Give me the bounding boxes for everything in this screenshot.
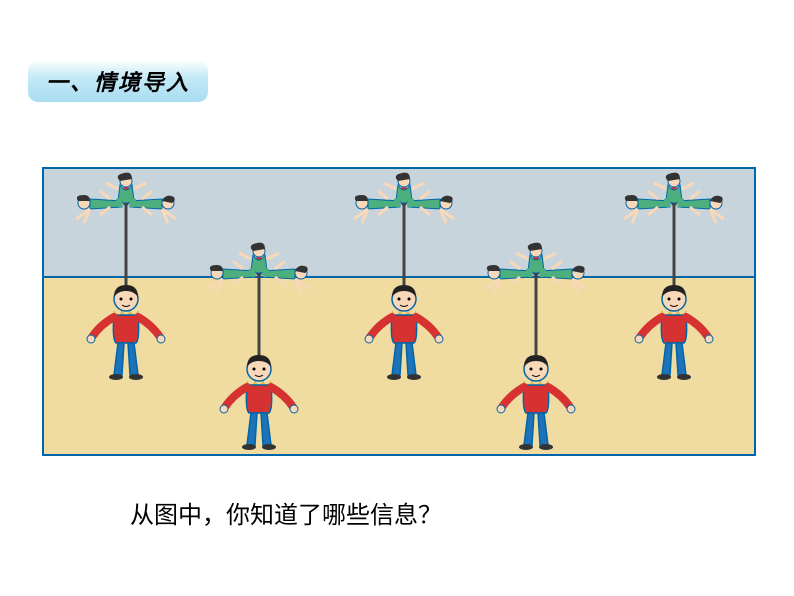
acrobat-group-svg (344, 171, 464, 381)
acrobat-group-svg (476, 241, 596, 451)
acrobat-group (476, 241, 596, 456)
acrobat-group-svg (614, 171, 734, 381)
acrobat-group-svg (66, 171, 186, 381)
section-title-text: 一、情境导入 (46, 65, 190, 97)
acrobat-group (344, 171, 464, 386)
acrobat-group (199, 241, 319, 456)
section-title-tab: 一、情境导入 (28, 60, 208, 102)
acrobat-group-svg (199, 241, 319, 451)
illustration-scene (42, 167, 756, 456)
acrobat-group (614, 171, 734, 386)
question-text: 从图中，你知道了哪些信息？ (130, 495, 442, 530)
acrobat-group (66, 171, 186, 386)
